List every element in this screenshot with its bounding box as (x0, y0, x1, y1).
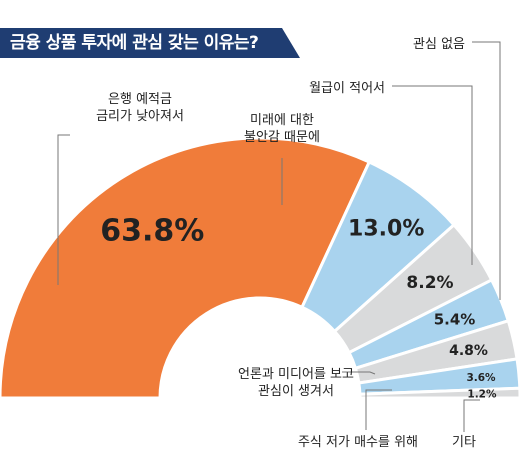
slice-category-label: 월급이 적어서 (309, 81, 385, 96)
slice-category-label: 관심 없음 (413, 37, 465, 52)
slice-value-label: 3.6% (466, 372, 496, 384)
leader-line (342, 371, 376, 375)
leader-line (57, 134, 70, 285)
leader-line (463, 399, 480, 432)
slice-category-label: 주식 저가 매수를 위해 (298, 435, 418, 450)
slice-value-label: 5.4% (434, 310, 476, 328)
title-banner: 금융 상품 투자에 관심 갖는 이유는? (0, 28, 300, 58)
slice-value-label: 1.2% (467, 389, 497, 401)
slice-0 (0, 136, 372, 400)
slice-value-label: 4.8% (449, 343, 488, 359)
slice-value-label: 8.2% (406, 273, 453, 293)
leader-line (472, 41, 501, 300)
slice-category-label: 은행 예적금 (108, 91, 172, 107)
slice-category-label: 금리가 낮아져서 (96, 109, 184, 124)
chart-title: 금융 상품 투자에 관심 갖는 이유는? (10, 33, 259, 53)
leader-line (392, 85, 473, 265)
slice-value-label: 63.8% (100, 213, 204, 248)
slice-category-label: 언론과 미디어를 보고 (238, 367, 354, 382)
slice-category-label: 관심이 생겨서 (258, 384, 334, 399)
slice-category-label: 불안감 때문에 (244, 130, 320, 145)
leader-line (365, 389, 392, 430)
slice-category-label: 미래에 대한 (250, 113, 314, 128)
slice-value-label: 13.0% (348, 217, 424, 242)
slice-category-label: 기타 (452, 435, 476, 450)
